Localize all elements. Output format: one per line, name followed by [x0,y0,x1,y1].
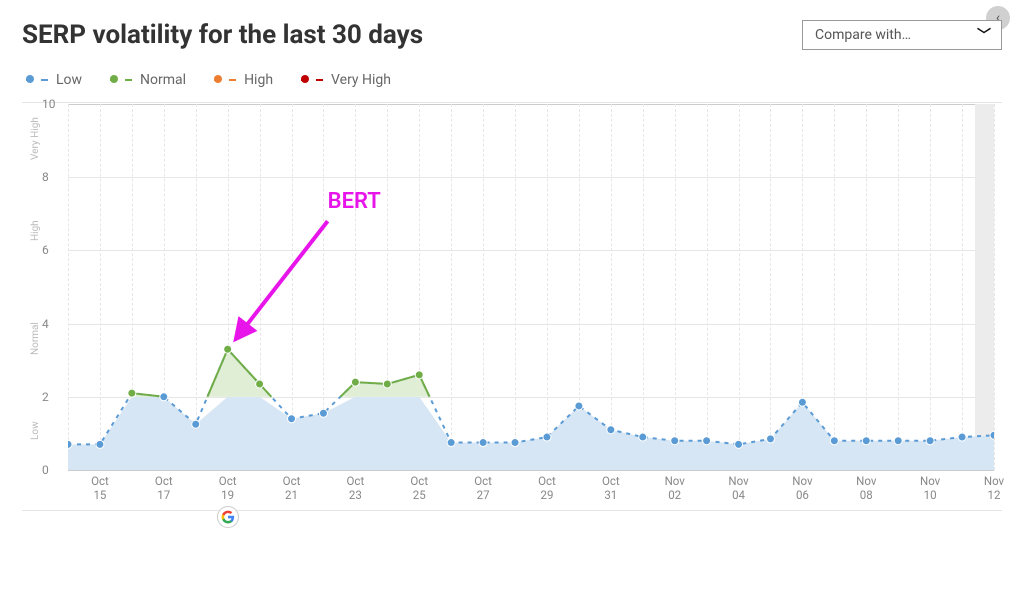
x-tick-label: Nov12 [984,474,1004,503]
annotation-label: BERT [328,189,381,214]
x-tick-label: Oct23 [347,474,365,503]
chevron-down-icon: ﹀ [977,25,991,45]
x-tick-label: Oct21 [283,474,301,503]
legend-marker [26,75,48,85]
x-tick-label: Nov06 [792,474,812,503]
data-point[interactable] [160,393,168,401]
y-band-label: Low [30,421,41,440]
data-point[interactable] [383,380,391,388]
x-tick-label: Oct15 [91,474,109,503]
data-point[interactable] [926,437,934,445]
x-tick-label: Oct17 [155,474,173,503]
data-point[interactable] [96,440,104,448]
data-point[interactable] [575,402,583,410]
y-tick-label: 4 [42,317,49,331]
x-tick-label: Nov04 [728,474,748,503]
legend-item-normal[interactable]: Normal [110,72,186,88]
y-tick-label: 0 [42,463,49,477]
x-tick-label: Oct31 [602,474,620,503]
data-point[interactable] [288,415,296,423]
legend-label: High [244,72,273,88]
annotation-arrow [236,221,328,339]
data-point[interactable] [128,389,136,397]
x-tick-label: Oct19 [219,474,237,503]
data-point[interactable] [68,440,72,448]
legend-item-low[interactable]: Low [26,72,82,88]
v-gridline [994,104,995,470]
legend-label: Very High [331,72,391,88]
legend: Low Normal High Very High [22,68,1002,102]
chart: LowNormalHighVery High 0246810BERT Oct15… [22,102,1002,511]
data-point[interactable] [415,371,423,379]
data-point[interactable] [256,380,264,388]
chart-svg [68,104,994,470]
data-point[interactable] [479,439,487,447]
y-tick-label: 2 [42,390,49,404]
data-point[interactable] [607,426,615,434]
x-tick-label: Oct27 [474,474,492,503]
x-tick-label: Nov08 [856,474,876,503]
data-point[interactable] [447,439,455,447]
data-point[interactable] [224,345,232,353]
low-area [68,397,994,470]
data-point[interactable] [958,433,966,441]
legend-marker [301,75,323,85]
legend-label: Normal [140,72,186,88]
legend-label: Low [56,72,82,88]
x-tick-label: Nov10 [920,474,940,503]
x-tick-label: Oct25 [410,474,428,503]
data-point[interactable] [990,431,994,439]
x-tick-label: Nov02 [665,474,685,503]
y-band-label: Very High [30,118,41,161]
data-point[interactable] [192,420,200,428]
compare-select[interactable]: Compare with… ﹀ [802,20,1002,50]
legend-marker [110,75,132,85]
data-point[interactable] [735,440,743,448]
header: SERP volatility for the last 30 days Com… [22,20,1002,50]
legend-marker [214,75,236,85]
page-title: SERP volatility for the last 30 days [22,20,423,50]
data-point[interactable] [319,409,327,417]
y-tick-label: 8 [42,170,49,184]
legend-item-very-high[interactable]: Very High [301,72,391,88]
data-point[interactable] [543,433,551,441]
data-point[interactable] [798,398,806,406]
legend-item-high[interactable]: High [214,72,273,88]
data-point[interactable] [894,437,902,445]
data-point[interactable] [830,437,838,445]
y-tick-label: 6 [42,243,49,257]
x-tick-label: Oct29 [538,474,556,503]
y-tick-label: 10 [42,97,56,111]
google-icon [221,510,235,524]
data-point[interactable] [351,378,359,386]
y-band-label: Normal [30,322,41,355]
google-update-marker[interactable] [217,506,239,528]
data-point[interactable] [639,433,647,441]
data-point[interactable] [703,437,711,445]
compare-label: Compare with… [815,27,911,43]
data-point[interactable] [671,437,679,445]
y-band-label: High [30,220,41,241]
data-point[interactable] [862,437,870,445]
data-point[interactable] [511,439,519,447]
data-point[interactable] [766,435,774,443]
